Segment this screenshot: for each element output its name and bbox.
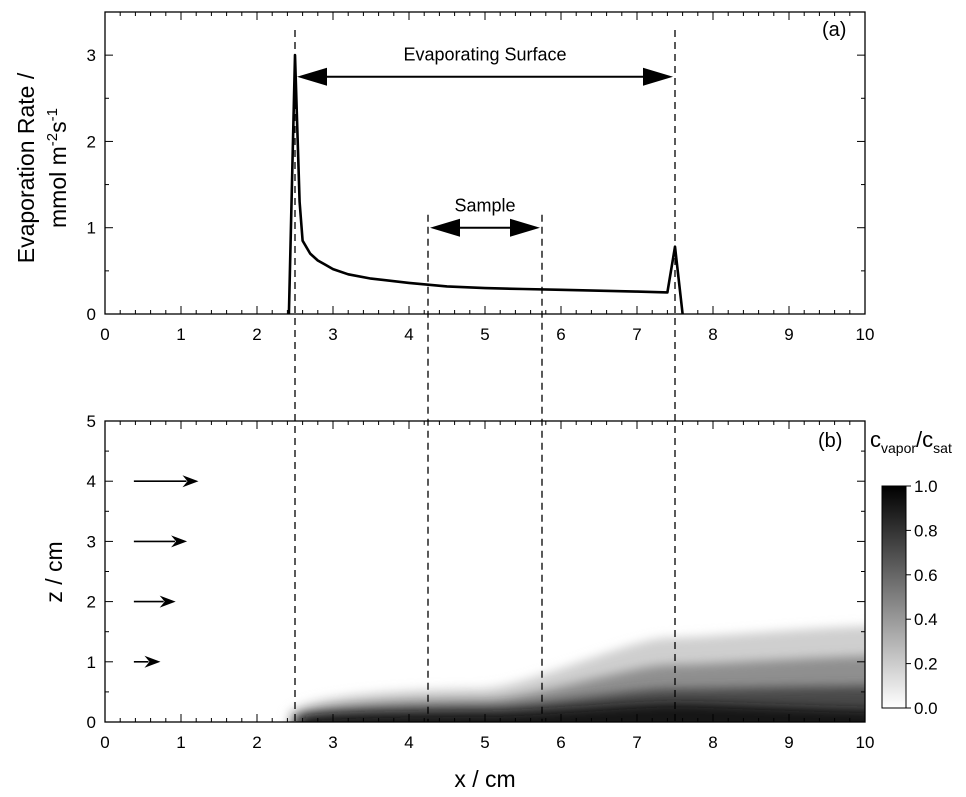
- panel-a-y-tick-label: 0: [87, 305, 96, 324]
- panel-b-y-tick-label: 1: [87, 653, 96, 672]
- panel-b-y-tick-label: 3: [87, 532, 96, 551]
- panel-b-label: (b): [818, 430, 842, 452]
- panel-b-y-tick-labels: 0 1 2 3 4 5: [87, 412, 96, 732]
- panel-a-y-tick-label: 1: [87, 219, 96, 238]
- panel-b-x-tick-label: 10: [856, 733, 875, 752]
- colorbar-title-sub2: sat: [933, 440, 952, 456]
- panel-a-x-tick-label: 7: [632, 325, 641, 344]
- colorbar-title-sub1: vapor: [881, 440, 916, 456]
- colorbar-title-main: c: [870, 427, 881, 452]
- panel-a-x-tick-label: 8: [708, 325, 717, 344]
- colorbar-title-slash: /c: [916, 427, 933, 452]
- vapor-plume-heatmap: [287, 626, 865, 722]
- colorbar-gradient: [881, 485, 907, 709]
- panel-a-y-tick-labels: 0 1 2 3: [87, 46, 96, 324]
- colorbar-tick-label: 0.8: [914, 521, 938, 540]
- sample-arrowhead-left: [430, 218, 460, 237]
- panel-b-y-tick-label: 0: [87, 713, 96, 732]
- panel-a-x-tick-label: 0: [100, 325, 109, 344]
- wind-arrows: [133, 475, 199, 668]
- panel-b-vapor-concentration: 0 1 2 3 4 5 6 7 8 9 10 0 1 2 3 4 5 (b) x / cm z / cm: [41, 412, 874, 792]
- panel-a-x-tick-label: 6: [556, 325, 565, 344]
- colorbar-tick-label: 0.0: [914, 699, 938, 718]
- panel-a-x-tick-label: 4: [404, 325, 413, 344]
- panel-a-y-axis-title-line2: mmol m-2s-1: [44, 108, 71, 228]
- panel-b-x-axis-title: x / cm: [454, 766, 515, 792]
- colorbar-tick-label: 0.4: [914, 610, 938, 629]
- colorbar-tick-label: 0.2: [914, 655, 938, 674]
- panel-a-x-tick-labels: 0 1 2 3 4 5 6 7 8 9 10: [100, 325, 874, 344]
- panel-b-ticks: [104, 420, 866, 723]
- dashed-guide-lines: [294, 30, 676, 722]
- panel-b-x-tick-label: 3: [328, 733, 337, 752]
- panel-a-ticks: [104, 11, 866, 315]
- panel-b-x-tick-label: 1: [176, 733, 185, 752]
- panel-a-y-tick-label: 2: [87, 132, 96, 151]
- y-unit-exp1: -2: [44, 133, 61, 146]
- evaporation-rate-line: [287, 53, 684, 315]
- panel-a-x-tick-label: 9: [784, 325, 793, 344]
- panel-b-x-tick-label: 2: [252, 733, 261, 752]
- colorbar-tick-labels: 1.0 0.8 0.6 0.4 0.2 0.0: [906, 477, 938, 718]
- wind-arrowhead: [144, 655, 161, 668]
- wind-arrowhead: [182, 475, 199, 488]
- colorbar: cvapor/csat 1.0 0.8 0.6 0.4 0.2 0.0: [870, 427, 952, 718]
- panel-b-x-tick-label: 5: [480, 733, 489, 752]
- wind-arrowhead: [171, 535, 188, 548]
- panel-b-x-tick-label: 7: [632, 733, 641, 752]
- panel-b-y-tick-label: 2: [87, 593, 96, 612]
- panel-b-x-tick-label: 0: [100, 733, 109, 752]
- sample-arrowhead-right: [510, 218, 540, 237]
- panel-b-x-tick-label: 4: [404, 733, 413, 752]
- wind-arrowhead: [159, 595, 176, 608]
- panel-b-x-tick-label: 8: [708, 733, 717, 752]
- colorbar-tick-label: 0.6: [914, 566, 938, 585]
- colorbar-tick-label: 1.0: [914, 477, 938, 496]
- panel-b-y-tick-label: 5: [87, 412, 96, 431]
- evaporating-surface-label: Evaporating Surface: [403, 45, 566, 65]
- panel-a-label: (a): [822, 19, 846, 41]
- panel-b-y-axis-title: z / cm: [41, 541, 67, 602]
- panel-a-x-tick-label: 2: [252, 325, 261, 344]
- panel-a-x-tick-label: 5: [480, 325, 489, 344]
- sample-label: Sample: [454, 196, 515, 216]
- panel-a-x-tick-label: 3: [328, 325, 337, 344]
- panel-a-evaporation-rate: 0 1 2 3 4 5 6 7 8 9 10 0 1 2 3 Evaporating Surface Sam…: [13, 11, 874, 344]
- panel-b-x-tick-label: 9: [784, 733, 793, 752]
- colorbar-title: cvapor/csat: [870, 427, 952, 456]
- evaporating-surface-arrowhead-right: [643, 67, 673, 86]
- panel-b-x-tick-label: 6: [556, 733, 565, 752]
- panel-a-x-tick-label: 10: [856, 325, 875, 344]
- panel-a-y-axis-title-line1: Evaporation Rate /: [13, 72, 39, 263]
- panel-b-y-tick-label: 4: [87, 472, 96, 491]
- evaporating-surface-arrowhead-left: [297, 67, 327, 86]
- plume-layer-4: [302, 703, 865, 722]
- panel-a-y-tick-label: 3: [87, 46, 96, 65]
- panel-a-x-tick-label: 1: [176, 325, 185, 344]
- y-unit-main: mmol m: [45, 146, 71, 228]
- y-unit-exp2: -1: [44, 108, 61, 121]
- panel-a-annotations: Evaporating Surface Sample: [297, 45, 673, 237]
- y-unit-mid: s: [45, 121, 71, 133]
- panel-b-x-tick-labels: 0 1 2 3 4 5 6 7 8 9 10: [100, 733, 874, 752]
